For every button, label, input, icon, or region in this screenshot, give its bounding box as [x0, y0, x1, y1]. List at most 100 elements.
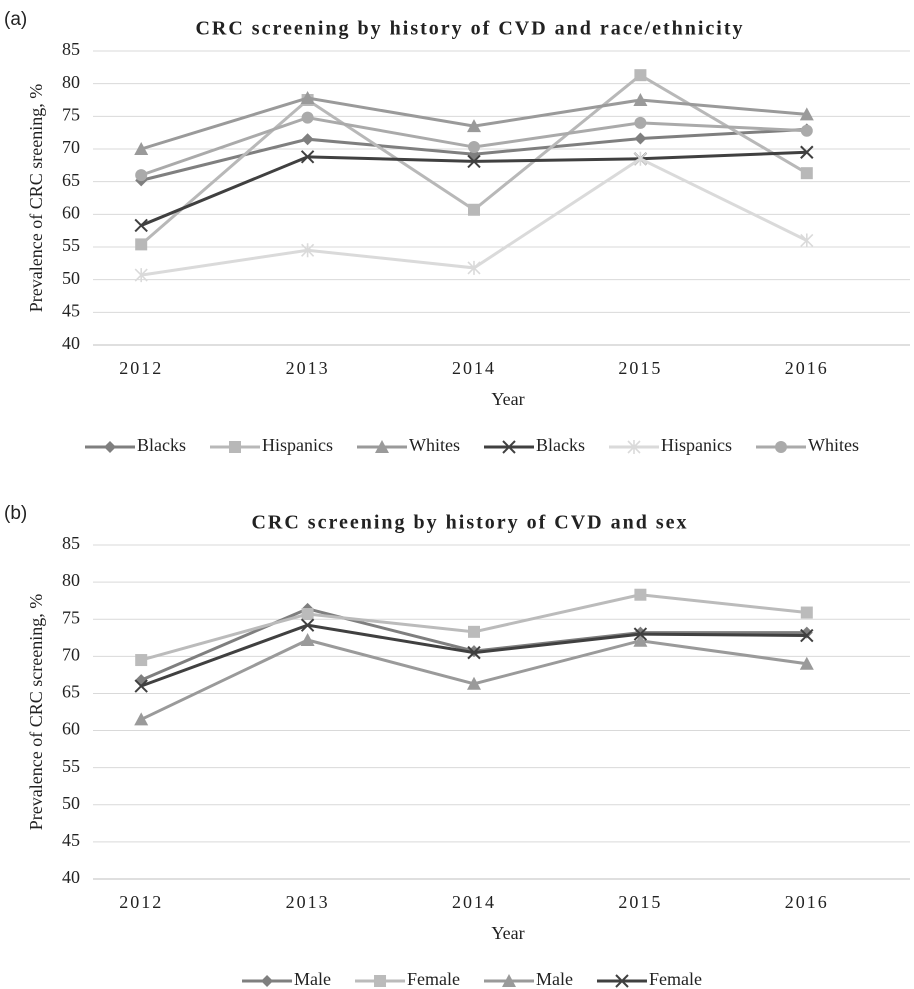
- marker: [134, 142, 149, 155]
- marker: [800, 167, 813, 180]
- marker: [468, 203, 480, 216]
- marker: [633, 151, 647, 166]
- marker: [301, 111, 314, 124]
- marker: [467, 260, 481, 275]
- y-axis-label: Prevalence of CRC screening, %: [26, 594, 46, 830]
- y-tick-label: 80: [62, 72, 80, 92]
- marker: [467, 119, 481, 133]
- x-tick-label: 2013: [286, 358, 330, 378]
- legend: Blacks Hispanics Whites Blacks Hispanics Whit…: [85, 435, 859, 455]
- legend-marker: [615, 974, 629, 988]
- y-tick-label: 85: [62, 39, 80, 59]
- marker: [468, 141, 480, 154]
- legend-label: Hispanics: [661, 435, 732, 455]
- marker: [634, 69, 647, 82]
- marker: [799, 656, 814, 670]
- y-tick-label: 75: [62, 104, 80, 124]
- chart-panel: (b) CRC screening by history of CVD and s…: [4, 503, 910, 989]
- marker: [135, 238, 148, 251]
- legend-marker: [374, 975, 387, 987]
- marker: [134, 218, 148, 233]
- y-tick-label: 45: [62, 300, 80, 320]
- marker: [301, 608, 314, 621]
- marker: [301, 243, 315, 258]
- y-tick-label: 50: [62, 268, 80, 288]
- y-tick-label: 65: [62, 682, 80, 702]
- y-tick-label: 65: [62, 170, 80, 190]
- marker: [633, 633, 648, 647]
- x-tick-label: 2015: [618, 892, 662, 912]
- y-tick-label: 50: [62, 793, 80, 813]
- marker: [800, 628, 814, 643]
- y-tick-label: 55: [62, 235, 80, 255]
- marker: [134, 712, 149, 726]
- marker: [134, 268, 148, 283]
- marker: [800, 233, 814, 248]
- legend-label: Female: [407, 969, 460, 989]
- y-tick-label: 45: [62, 830, 80, 850]
- legend-item: Blacks: [484, 435, 585, 455]
- y-axis-label: Prevalence of CRC sreening, %: [26, 84, 46, 312]
- x-tick-label: 2016: [785, 892, 829, 912]
- legend-item: Blacks: [85, 435, 186, 455]
- legend-marker: [261, 975, 274, 987]
- x-tick-label: 2012: [119, 358, 163, 378]
- x-tick-label: 2016: [785, 358, 829, 378]
- marker: [633, 627, 648, 641]
- legend-marker: [775, 441, 787, 453]
- legend-marker: [627, 440, 641, 454]
- y-tick-label: 40: [62, 867, 80, 887]
- legend-item: Male: [484, 969, 573, 989]
- y-tick-label: 75: [62, 607, 80, 627]
- legend-label: Whites: [409, 435, 460, 455]
- legend-label: Whites: [808, 435, 859, 455]
- chart-panel: (a) CRC screening by history of CVD and r…: [4, 9, 910, 455]
- marker: [300, 633, 315, 647]
- legend: Male Female Male Female: [242, 969, 702, 989]
- legend-item: Male: [242, 969, 331, 989]
- legend-marker: [375, 440, 389, 453]
- legend-item: Whites: [357, 435, 460, 455]
- x-tick-label: 2014: [452, 358, 496, 378]
- legend-item: Female: [596, 969, 702, 989]
- x-tick-label: 2015: [618, 358, 662, 378]
- legend-label: Male: [536, 969, 573, 989]
- x-tick-label: 2013: [286, 892, 330, 912]
- legend-label: Blacks: [536, 435, 585, 455]
- marker: [300, 618, 315, 632]
- marker: [300, 91, 315, 105]
- marker: [634, 132, 647, 145]
- y-tick-label: 60: [62, 202, 80, 222]
- legend-label: Male: [294, 969, 331, 989]
- legend-marker: [104, 441, 116, 453]
- legend-label: Female: [649, 969, 702, 989]
- x-axis-label: Year: [491, 923, 524, 943]
- marker: [799, 107, 814, 121]
- chart-title: CRC screening by history of CVD and race…: [195, 18, 744, 40]
- panel-label: (a): [4, 9, 27, 30]
- marker: [633, 93, 648, 106]
- legend-item: Whites: [756, 435, 859, 455]
- x-axis-label: Year: [491, 389, 524, 409]
- marker: [634, 588, 647, 601]
- x-tick-label: 2014: [452, 892, 496, 912]
- marker: [467, 645, 481, 660]
- y-tick-label: 70: [62, 644, 80, 664]
- marker: [468, 625, 480, 638]
- marker: [634, 116, 647, 129]
- marker: [467, 154, 481, 169]
- marker: [800, 124, 813, 137]
- legend-marker: [502, 974, 516, 987]
- legend-item: Hispanics: [609, 435, 732, 455]
- x-tick-label: 2012: [119, 892, 163, 912]
- legend-marker: [229, 441, 241, 453]
- marker: [467, 676, 481, 690]
- y-tick-label: 80: [62, 570, 80, 590]
- marker: [135, 654, 148, 667]
- panel-label: (b): [4, 503, 27, 524]
- marker: [301, 133, 314, 146]
- y-tick-label: 60: [62, 719, 80, 739]
- series-line: [140, 157, 808, 277]
- y-tick-label: 70: [62, 137, 80, 157]
